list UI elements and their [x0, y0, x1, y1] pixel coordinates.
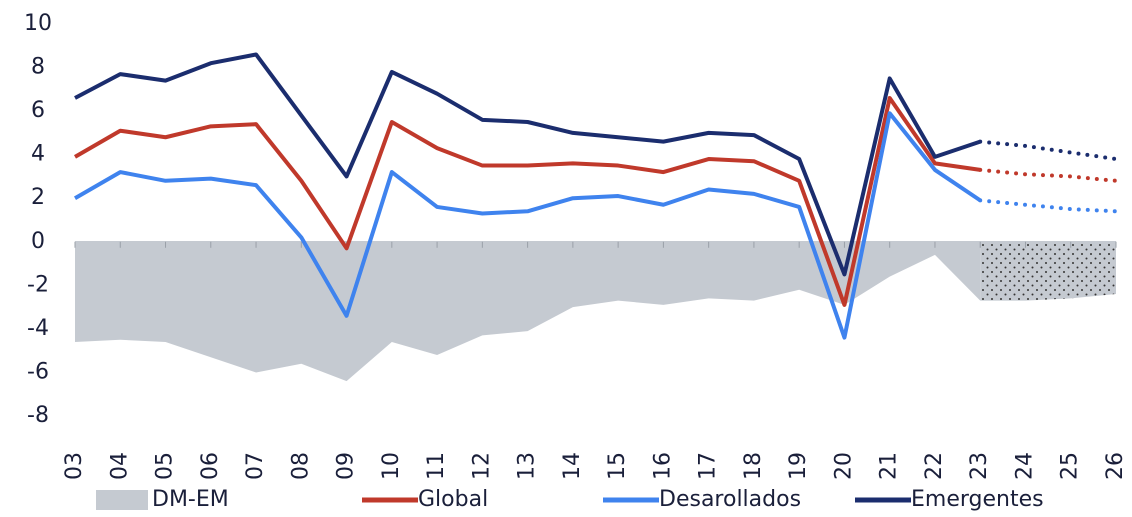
legend-label: Emergentes — [911, 487, 1044, 512]
area — [980, 241, 1116, 301]
line — [978, 198, 1118, 214]
y-tick-label: 6 — [31, 98, 45, 123]
y-tick-label: 4 — [31, 142, 45, 167]
line — [978, 139, 1118, 162]
x-tick-label: 21 — [877, 452, 902, 480]
x-tick-label: 06 — [198, 452, 223, 480]
x-tick-label: 09 — [334, 452, 359, 480]
line — [73, 96, 981, 307]
x-tick-label: 23 — [967, 452, 992, 480]
y-tick-label: -4 — [27, 316, 49, 341]
y-tick-label: -8 — [27, 403, 49, 428]
x-tick-label: 11 — [424, 452, 449, 480]
x-tick-label: 03 — [62, 452, 87, 480]
area — [75, 241, 981, 382]
x-tick-label: 26 — [1103, 452, 1128, 480]
y-tick-label: 2 — [31, 185, 45, 210]
x-tick-label: 19 — [786, 452, 811, 480]
x-tick-label: 24 — [1012, 452, 1037, 480]
line — [74, 52, 981, 277]
x-tick-label: 10 — [379, 452, 404, 480]
y-tick-label: -2 — [27, 272, 49, 297]
y-tick-label: 8 — [31, 55, 45, 80]
x-tick-label: 20 — [831, 452, 856, 480]
x-tick-label: 17 — [696, 452, 721, 480]
x-tick-label: 18 — [741, 452, 766, 480]
legend-label: DM-EM — [152, 487, 229, 512]
line — [978, 167, 1118, 183]
x-tick-label: 25 — [1058, 452, 1083, 480]
x-tick-label: 22 — [922, 452, 947, 480]
x-tick-label: 15 — [605, 452, 630, 480]
x-tick-label: 13 — [515, 452, 540, 480]
line — [73, 111, 982, 340]
legend-label: Global — [418, 487, 488, 512]
x-tick-label: 08 — [288, 452, 313, 480]
x-tick-label: 12 — [469, 452, 494, 480]
x-tick-label: 16 — [650, 452, 675, 480]
x-tick-label: 14 — [560, 452, 585, 480]
x-tick-label: 07 — [243, 452, 268, 480]
legend-swatch — [96, 490, 148, 510]
x-tick-label: 04 — [107, 452, 132, 480]
x-tick-label: 05 — [153, 452, 178, 480]
y-tick-label: 10 — [24, 11, 52, 36]
legend-label: Desarollados — [659, 487, 801, 512]
y-tick-label: -6 — [27, 359, 49, 384]
y-tick-label: 0 — [31, 229, 45, 254]
